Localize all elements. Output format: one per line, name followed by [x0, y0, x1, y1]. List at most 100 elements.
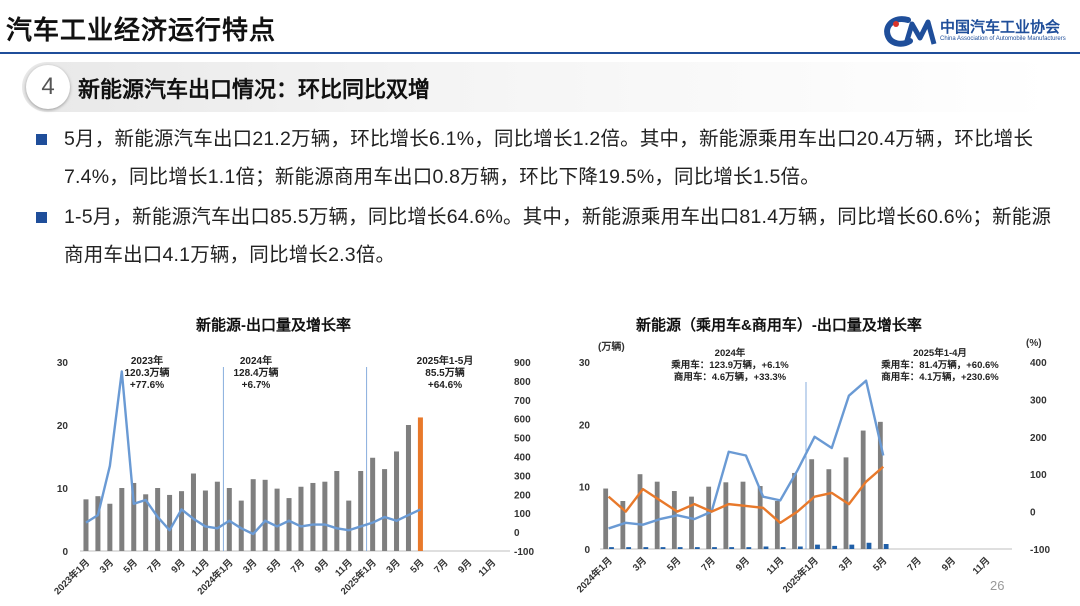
bar-commercial: [746, 547, 752, 549]
annotation-text: 128.4万辆: [233, 366, 278, 379]
x-tick-label: 5月: [265, 557, 283, 575]
bar: [226, 488, 232, 551]
y2-unit: (%): [1026, 338, 1042, 349]
bar: [190, 473, 196, 551]
bar: [382, 469, 388, 551]
growth-rate-line: [85, 370, 421, 536]
bar: [322, 481, 328, 551]
bar-passenger: [774, 501, 780, 549]
org-name-en: China Association of Automobile Manufact…: [940, 36, 1066, 42]
x-tick-label: 3月: [631, 555, 649, 573]
bar-commercial: [883, 544, 889, 549]
x-tick-label: 3月: [241, 557, 259, 575]
x-tick-label: 11月: [971, 555, 993, 577]
x-tick-label: 5月: [665, 555, 683, 573]
bar: [107, 503, 113, 551]
bar: [405, 425, 411, 551]
annotation-text: +6.7%: [242, 380, 271, 391]
bullet-item: 5月，新能源汽车出口21.2万辆，环比增长6.1%，同比增长1.2倍。其中，新能…: [36, 120, 1066, 196]
chart1-title: 新能源-出口量及增长率: [196, 317, 351, 334]
x-tick-label: 7月: [432, 557, 450, 575]
y-tick-label: 10: [579, 483, 591, 494]
header-divider: [0, 52, 1080, 54]
logo: 中国汽车工业协会 China Association of Automobile…: [882, 14, 1072, 50]
bar: [167, 494, 173, 551]
x-tick-label: 9月: [940, 555, 958, 573]
bar: [179, 491, 185, 551]
x-tick-label: 9月: [456, 557, 474, 575]
bar-highlight: [417, 417, 423, 551]
y2-tick-label: 600: [514, 415, 531, 426]
bar-commercial: [729, 547, 735, 549]
bullet-square-icon: [36, 212, 47, 223]
bar-commercial: [832, 545, 838, 549]
y2-tick-label: -100: [1030, 545, 1050, 556]
bar: [95, 496, 101, 551]
bar-commercial: [626, 547, 632, 549]
y2-tick-label: 0: [514, 528, 520, 539]
bar: [202, 490, 208, 551]
commercial-growth-line: [607, 465, 885, 525]
bar: [334, 470, 340, 551]
annotation-text: +77.6%: [130, 380, 164, 391]
x-tick-label: 7月: [905, 555, 923, 573]
x-tick-label: 11月: [477, 557, 499, 579]
x-tick-label: 9月: [734, 555, 752, 573]
bar-passenger: [654, 481, 660, 549]
bar-commercial: [849, 544, 855, 549]
bar: [310, 482, 316, 551]
page-number: 26: [990, 578, 1005, 593]
bar-passenger: [757, 486, 763, 549]
bar: [286, 498, 292, 551]
bar: [119, 488, 125, 551]
bar: [358, 470, 364, 551]
y-tick-label: 30: [57, 358, 69, 369]
caam-logo-icon: [884, 16, 937, 47]
bullet-list: 5月，新能源汽车出口21.2万辆，环比增长6.1%，同比增长1.2倍。其中，新能…: [36, 120, 1066, 274]
chart-passenger-commercial-export: 0 10 20 30 -100 0 100 200 300 400 (万辆) (%) 2024年1月 3月…: [574, 338, 1050, 596]
x-tick-label: 2024年1月: [574, 555, 615, 596]
bar: [370, 457, 376, 551]
bar-commercial: [609, 547, 614, 549]
bar-commercial: [763, 546, 769, 549]
bar-passenger: [706, 486, 712, 549]
section-number: 4: [26, 65, 70, 109]
chart-export-volume-growth: 0102030-1000100200300400500600700800900(…: [51, 354, 534, 598]
bar: [155, 488, 161, 551]
bar-commercial: [712, 547, 717, 549]
annotation-text: +64.6%: [428, 380, 462, 391]
bullet-square-icon: [36, 134, 47, 145]
bar: [274, 488, 280, 551]
bar-passenger: [637, 474, 643, 549]
org-name-cn: 中国汽车工业协会: [940, 19, 1061, 36]
y-tick-label: 30: [579, 358, 591, 369]
x-tick-label: 5月: [871, 555, 889, 573]
y2-tick-label: 700: [514, 396, 531, 407]
y-tick-label: 10: [57, 484, 69, 495]
y-tick-label: 0: [584, 545, 590, 556]
y2-tick-label: 300: [514, 471, 531, 482]
x-tick-label: 3月: [98, 557, 116, 575]
y2-tick-label: -100: [514, 547, 534, 558]
x-tick-label: 2023年1月: [51, 557, 92, 598]
bar-commercial: [643, 547, 649, 549]
x-tick-label: 7月: [289, 557, 307, 575]
bar-passenger: [877, 421, 883, 549]
section-title: 新能源汽车出口情况：环比同比双增: [78, 77, 431, 102]
annotation-text: 商用车：4.6万辆，+33.3%: [674, 371, 787, 383]
y2-tick-label: 900: [514, 358, 531, 369]
bar: [346, 500, 352, 551]
bar-commercial: [815, 544, 820, 549]
y-tick-label: 20: [57, 421, 69, 432]
section-banner: 4 新能源汽车出口情况：环比同比双增: [22, 62, 1052, 112]
page-title: 汽车工业经济运行特点: [6, 15, 277, 45]
bullet-item: 1-5月，新能源汽车出口85.5万辆，同比增长64.6%。其中，新能源乘用车出口…: [36, 198, 1066, 274]
bullet-text: 1-5月，新能源汽车出口85.5万辆，同比增长64.6%。其中，新能源乘用车出口…: [64, 206, 1052, 266]
bar-passenger: [826, 469, 832, 549]
bar: [298, 486, 304, 551]
y-tick-label: 20: [579, 420, 591, 431]
x-tick-label: 9月: [169, 557, 187, 575]
x-tick-label: 3月: [384, 557, 402, 575]
bar-commercial: [660, 547, 666, 549]
bar-passenger: [689, 496, 694, 549]
